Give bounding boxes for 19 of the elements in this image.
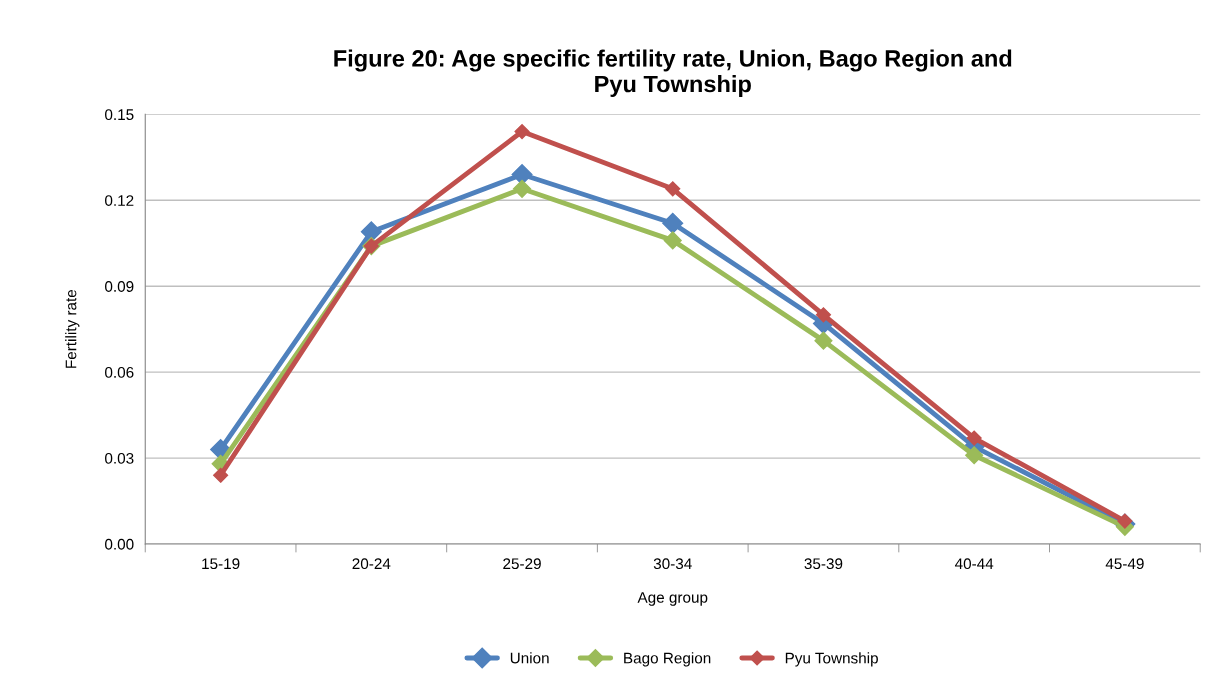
x-tick-label: 30-34	[653, 558, 692, 570]
y-tick-label: 0.00	[105, 538, 134, 550]
y-tick-label: 0.09	[105, 281, 134, 292]
y-tick-label: 0.15	[105, 109, 134, 121]
legend-label: Union	[510, 652, 549, 664]
legend-label: Pyu Township	[785, 652, 878, 667]
y-tick-label: 0.06	[105, 367, 134, 378]
x-tick-label: 20-24	[352, 558, 391, 570]
x-tick-label: 15-19	[202, 558, 240, 570]
x-tick-label: 35-39	[804, 558, 843, 570]
x-tick-label: 25-29	[503, 558, 541, 570]
x-axis-title: Age group	[637, 592, 708, 606]
x-tick-label: 40-44	[954, 558, 994, 570]
x-tick-label: 45-49	[1105, 558, 1144, 570]
legend-label: Bago Region	[624, 652, 711, 667]
y-tick-label: 0.03	[105, 452, 134, 464]
chart-title: Figure 20: Age specific fertility rate, Union, Bago Region and Pyu Township	[334, 49, 1012, 98]
y-tick-label: 0.12	[105, 195, 134, 206]
y-axis-title: Fertility rate	[65, 289, 80, 368]
